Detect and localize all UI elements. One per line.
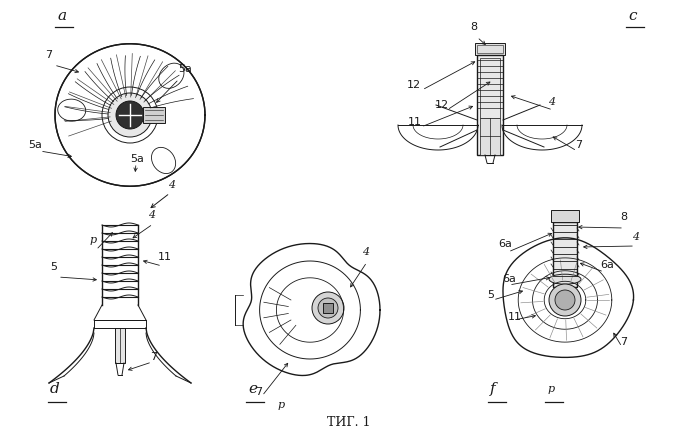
- FancyBboxPatch shape: [323, 303, 333, 313]
- Text: 7: 7: [45, 50, 52, 60]
- Ellipse shape: [159, 63, 184, 88]
- Ellipse shape: [152, 147, 175, 174]
- Text: e: e: [248, 382, 257, 396]
- Text: 12: 12: [435, 100, 449, 110]
- Text: 11: 11: [408, 117, 422, 127]
- Text: 5a: 5a: [28, 140, 42, 150]
- Text: 7: 7: [255, 387, 262, 397]
- Text: 12: 12: [407, 80, 421, 90]
- FancyBboxPatch shape: [551, 210, 579, 222]
- Text: 8: 8: [470, 22, 477, 32]
- Circle shape: [312, 292, 344, 324]
- Circle shape: [318, 298, 338, 318]
- Text: 4: 4: [548, 97, 555, 107]
- Text: d: d: [50, 382, 59, 396]
- Text: 7: 7: [575, 140, 582, 150]
- Text: 8: 8: [620, 212, 627, 222]
- Text: 4: 4: [168, 180, 175, 190]
- Circle shape: [108, 93, 152, 137]
- Text: a: a: [57, 9, 66, 23]
- Text: 7: 7: [150, 352, 157, 362]
- FancyBboxPatch shape: [480, 58, 500, 118]
- Text: c: c: [628, 9, 637, 23]
- Text: 5a: 5a: [178, 64, 192, 74]
- Text: p: p: [90, 235, 97, 245]
- Ellipse shape: [58, 99, 86, 121]
- Text: 5: 5: [487, 290, 494, 300]
- Text: 11: 11: [158, 252, 172, 262]
- Text: p: p: [278, 400, 285, 410]
- FancyBboxPatch shape: [143, 107, 165, 123]
- Circle shape: [116, 101, 144, 129]
- FancyBboxPatch shape: [553, 222, 577, 287]
- Text: 6a: 6a: [498, 239, 512, 249]
- Text: 4: 4: [632, 232, 639, 242]
- Text: 11: 11: [508, 312, 522, 322]
- Text: ΤИГ. 1: ΤИГ. 1: [327, 415, 370, 429]
- Text: 5: 5: [50, 262, 57, 272]
- Text: 4: 4: [362, 247, 369, 257]
- Text: 5a: 5a: [130, 154, 144, 164]
- Circle shape: [549, 284, 581, 316]
- Text: 6a: 6a: [600, 260, 614, 270]
- Text: p: p: [548, 384, 555, 394]
- FancyBboxPatch shape: [115, 328, 125, 363]
- Text: 7: 7: [620, 337, 627, 347]
- Circle shape: [555, 290, 575, 310]
- Text: f: f: [490, 382, 496, 396]
- FancyBboxPatch shape: [475, 43, 505, 55]
- FancyBboxPatch shape: [477, 55, 503, 155]
- Text: 6a: 6a: [502, 274, 516, 284]
- Text: 4: 4: [148, 210, 155, 220]
- Ellipse shape: [549, 274, 581, 284]
- FancyBboxPatch shape: [480, 118, 500, 155]
